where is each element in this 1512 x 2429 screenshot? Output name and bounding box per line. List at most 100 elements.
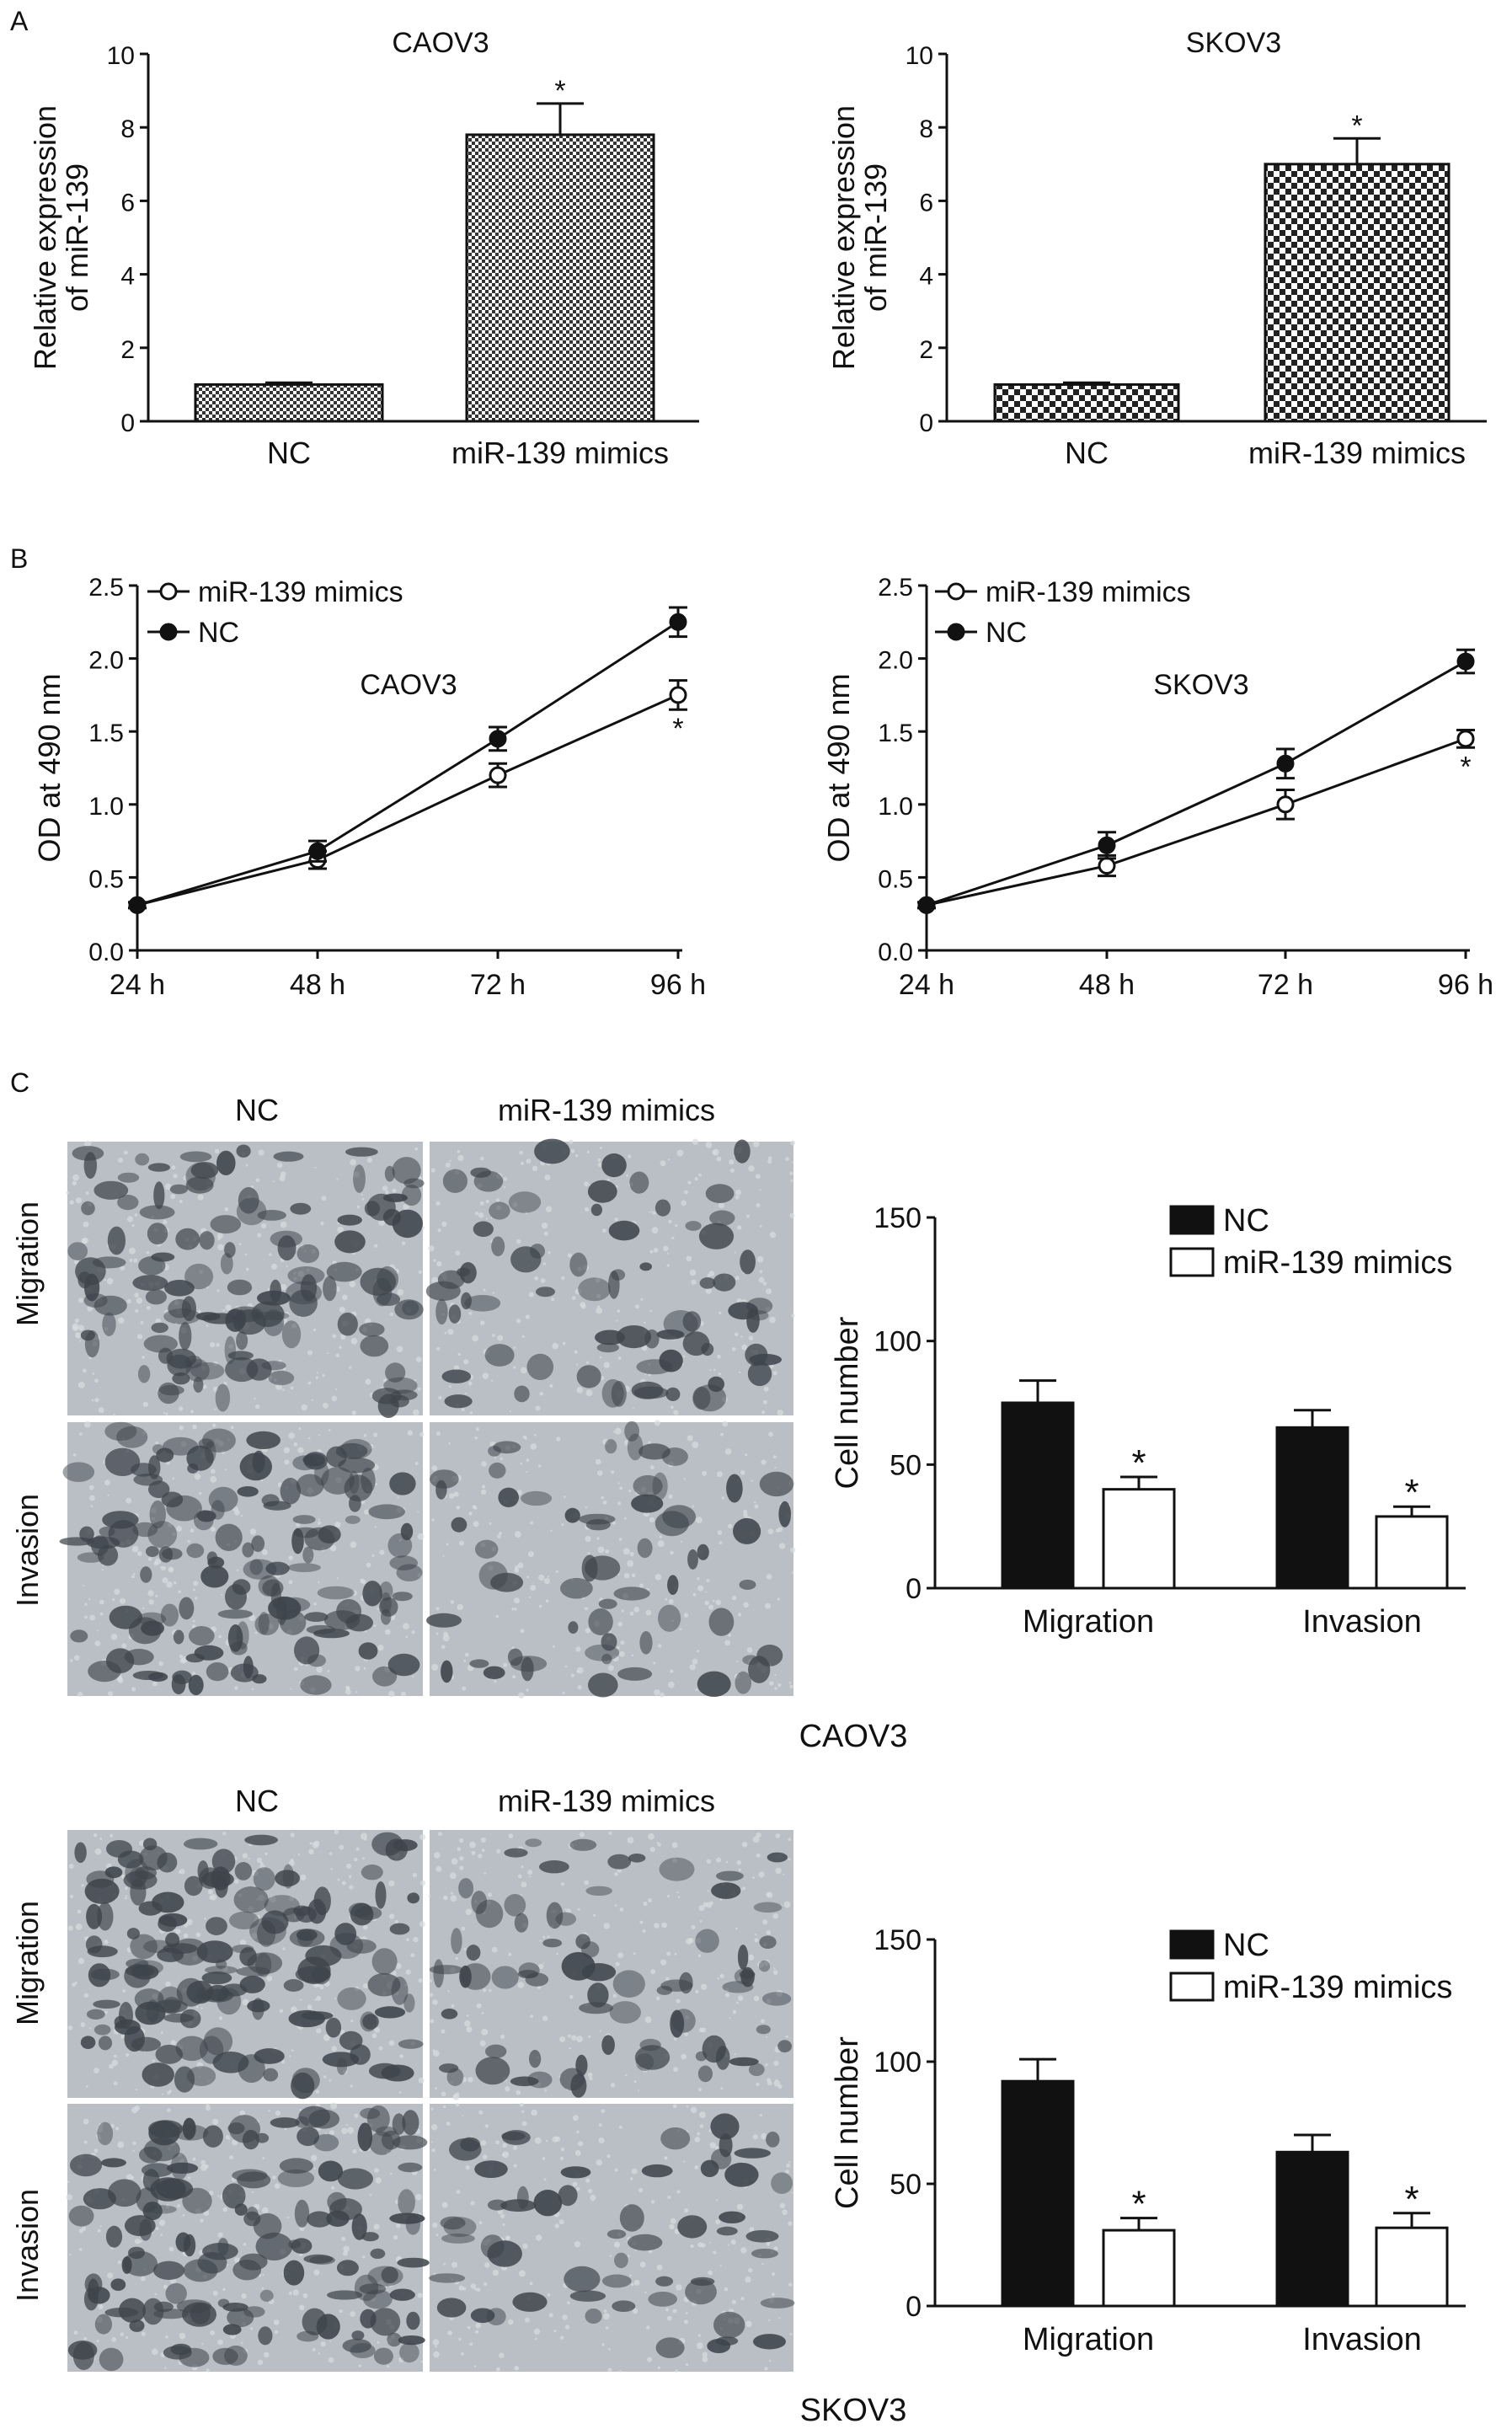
micrograph-cell [215, 1959, 227, 1969]
micrograph-speck [732, 2009, 737, 2014]
micrograph-speck [446, 2121, 451, 2126]
micrograph-speck [272, 2175, 276, 2180]
micrograph-speck [543, 1231, 548, 1236]
micrograph-cell [389, 1555, 419, 1570]
micrograph-speck [290, 1386, 294, 1390]
micrograph-cell [117, 1195, 139, 1211]
data-point [669, 613, 687, 631]
micrograph-speck [417, 1511, 419, 1513]
micrograph-speck [428, 1245, 435, 1252]
micrograph-speck [767, 1891, 773, 1898]
micrograph-speck [468, 1511, 473, 1516]
micrograph-speck [672, 1858, 678, 1864]
micrograph-cell [174, 2066, 195, 2093]
y-tick-label: 0 [906, 1573, 922, 1605]
micrograph-speck [165, 1412, 168, 1415]
micrograph-speck [465, 1908, 472, 1915]
micrograph-cell [375, 1881, 387, 1909]
micrograph-speck [514, 1597, 520, 1604]
micrograph-speck [431, 1276, 439, 1284]
micrograph-speck [140, 1320, 144, 1324]
micrograph-speck [778, 2317, 781, 2319]
micrograph-cell [516, 2186, 529, 2210]
micrograph-cell [326, 1446, 347, 1468]
micrograph-speck [541, 1223, 548, 1229]
micrograph-speck [542, 1262, 547, 1265]
micrograph-speck [134, 1292, 139, 1297]
micrograph-speck [309, 1842, 313, 1845]
micrograph-cell [745, 1343, 768, 1367]
micrograph-speck [435, 1865, 442, 1872]
micrograph-speck [595, 1458, 601, 1465]
micrograph-speck [734, 1332, 739, 1336]
micrograph-speck [283, 1447, 290, 1453]
data-point [1098, 857, 1116, 875]
micrograph-speck [293, 1667, 298, 1672]
micrograph-caov3-invasion-nc [59, 1420, 425, 1698]
micro-row-label-migration: Migration [10, 1901, 45, 2025]
micrograph-cell [546, 1902, 564, 1929]
micrograph-speck [212, 2118, 219, 2125]
micrograph-speck [274, 2330, 279, 2335]
micrograph-speck [698, 2088, 702, 2092]
micrograph-speck [564, 1908, 567, 1911]
micrograph-speck [95, 2133, 101, 2138]
micrograph-speck [199, 1269, 204, 1274]
micrograph-speck [419, 1833, 426, 1841]
micrograph-speck [77, 1692, 83, 1698]
micrograph-speck [433, 1259, 436, 1262]
micrograph-speck [547, 1576, 550, 1578]
micrograph-speck [361, 1579, 366, 1585]
micrograph-speck [77, 1957, 85, 1965]
micrograph-cell [351, 2330, 365, 2341]
micrograph-cell [451, 1928, 462, 1955]
micrograph-speck [652, 1211, 656, 1215]
micrograph-cell [440, 2216, 466, 2230]
micrograph-cell [639, 1631, 653, 1655]
micrograph-speck [356, 1205, 361, 1209]
data-point [1276, 754, 1295, 773]
micrograph-cell [609, 2001, 641, 2024]
micrograph-speck [242, 1998, 249, 2006]
micrograph-speck [709, 1369, 712, 1372]
micrograph-speck [508, 1833, 514, 1838]
micrograph-cell [655, 2337, 685, 2358]
micrograph-speck [570, 1148, 575, 1153]
micrograph-cell [475, 2057, 510, 2085]
micrograph-speck [518, 2270, 526, 2277]
micrograph-cell [182, 2187, 212, 2214]
micrograph-speck [689, 1664, 696, 1671]
y-tick-label: 50 [890, 2169, 922, 2201]
micrograph-speck [500, 2213, 505, 2219]
micrograph-cell [778, 1501, 791, 1527]
micrograph-cell [202, 1313, 238, 1324]
micrograph-speck [679, 1628, 682, 1630]
micrograph-cell [265, 1561, 290, 1576]
micrograph-cell [238, 1187, 259, 1214]
micrograph-speck [778, 1543, 786, 1549]
micrograph-cell [514, 1913, 529, 1933]
micrograph-speck [739, 1371, 741, 1374]
micrograph-speck [435, 1632, 439, 1635]
micrograph-cell [504, 1848, 528, 1858]
micrograph-speck [81, 1238, 88, 1244]
bar [1375, 2226, 1449, 2308]
micrograph-speck [673, 1410, 679, 1415]
micrograph-speck [669, 2223, 675, 2230]
micrograph-speck [694, 2165, 699, 2170]
micrograph-cell [708, 1608, 735, 1636]
micrograph-speck [601, 1495, 605, 1500]
micrograph-cell [746, 1297, 773, 1314]
micrograph-speck [269, 1253, 272, 1256]
micrograph-speck [683, 2160, 686, 2163]
micrograph-speck [762, 1919, 768, 1925]
micrograph-speck [67, 1925, 73, 1931]
micrograph-speck [430, 2019, 435, 2024]
micrograph-speck [545, 1599, 549, 1602]
micrograph-speck [597, 1546, 605, 1554]
micrograph-cell [229, 1911, 259, 1929]
micrograph-speck [544, 1174, 551, 1180]
micrograph-cell [746, 1308, 760, 1333]
micrograph-speck [75, 1332, 82, 1339]
